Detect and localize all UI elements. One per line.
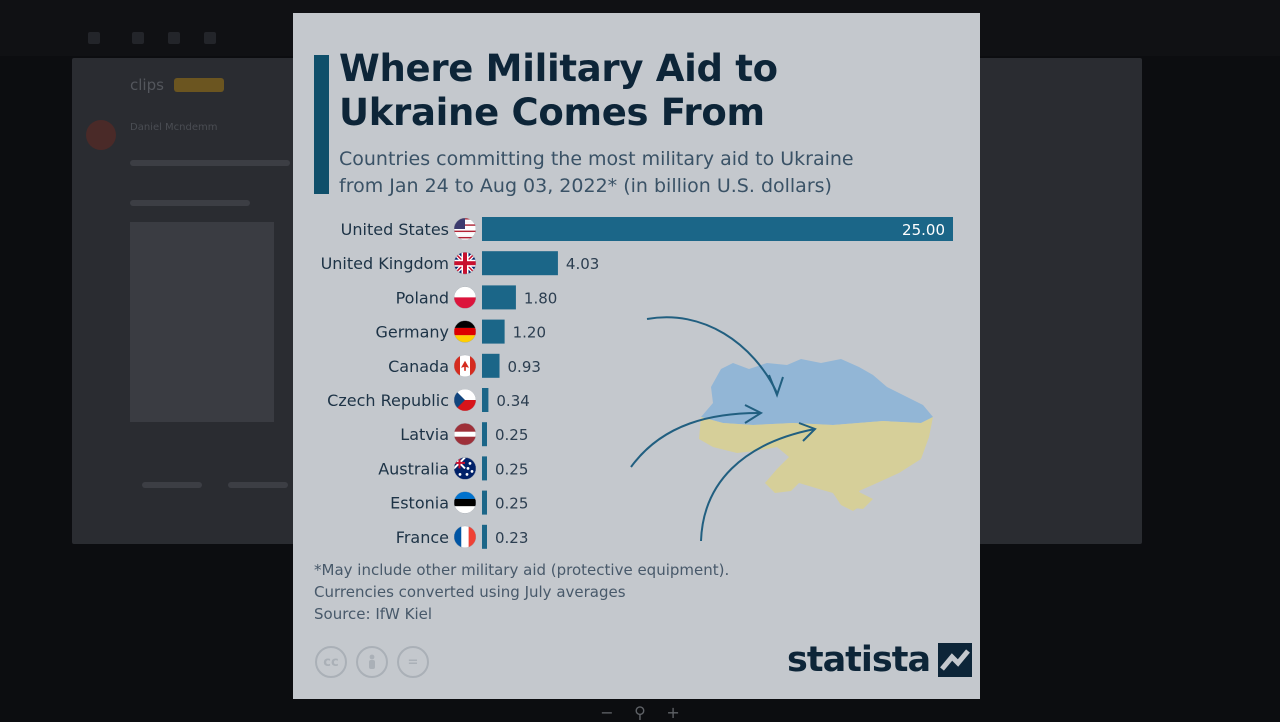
arrow	[630, 412, 760, 468]
infographic-card: Where Military Aid to Ukraine Comes From…	[293, 13, 980, 699]
ukraine-map	[699, 359, 933, 511]
arrow-head	[744, 404, 764, 424]
category-label: Czech Republic	[327, 391, 449, 410]
arrow	[700, 428, 816, 542]
background-avatar	[86, 120, 116, 150]
category-label: Canada	[388, 357, 449, 376]
zoom-in-button[interactable]: +	[666, 703, 680, 722]
bar	[482, 524, 487, 549]
footnote: *May include other military aid (protect…	[314, 559, 874, 625]
flag-ca-icon	[454, 354, 476, 377]
value-label: 0.25	[495, 426, 528, 444]
bar	[482, 490, 487, 515]
zoom-reset-button[interactable]: ⚲	[634, 703, 646, 722]
category-label: United Kingdom	[321, 254, 449, 273]
category-label: Australia	[378, 459, 449, 478]
chart-subtitle: Countries committing the most military a…	[339, 146, 959, 200]
value-label: 0.34	[496, 392, 529, 410]
bar	[482, 319, 505, 344]
flag-fr-icon	[454, 525, 476, 548]
flag-ee-icon	[454, 491, 476, 514]
flag-lv-icon	[454, 423, 476, 446]
statista-logo[interactable]: statista	[787, 640, 973, 680]
value-label: 0.25	[495, 495, 528, 513]
arrow	[646, 316, 778, 394]
background-attachment	[130, 222, 274, 422]
bar	[482, 388, 489, 412]
background-text-line	[130, 160, 290, 166]
background-forward-button	[228, 482, 288, 488]
value-label: 4.03	[566, 255, 599, 273]
flag-de-icon	[454, 320, 476, 343]
category-label: Poland	[396, 288, 449, 307]
ukraine-map-south	[699, 417, 933, 511]
category-label: France	[396, 528, 449, 547]
arrow-head	[768, 374, 784, 398]
bar	[482, 353, 500, 378]
background-icon	[204, 32, 216, 44]
source-text: Source: IfW Kiel	[314, 605, 433, 623]
crimea	[833, 489, 873, 509]
flag-pl-icon	[454, 286, 476, 309]
bar	[482, 422, 487, 447]
zoom-out-button[interactable]: −	[600, 703, 614, 722]
bar	[482, 456, 487, 481]
bar-chart: United States 25.00 United Kingdom 4.03 Pola…	[321, 217, 953, 549]
background-subject: clips	[130, 76, 164, 94]
category-label: Estonia	[390, 494, 449, 513]
flag-au-icon	[454, 457, 476, 480]
value-label: 1.20	[513, 324, 546, 342]
map-arrows	[630, 316, 817, 542]
background-sender: Daniel Mcndemm	[130, 122, 218, 133]
cc-icon[interactable]: cc	[315, 646, 347, 678]
background-text-line	[130, 200, 250, 206]
background-icon	[168, 32, 180, 44]
bar	[482, 251, 558, 276]
bars-group: United States 25.00 United Kingdom 4.03 Pola…	[321, 217, 953, 549]
footnote-line: *May include other military aid (protect…	[314, 561, 730, 579]
statista-mark-icon	[938, 643, 973, 677]
value-label: 1.80	[524, 289, 557, 307]
background-badge	[174, 78, 224, 92]
ukraine-map-north	[701, 359, 933, 425]
equals-icon[interactable]: =	[397, 646, 429, 678]
bar	[482, 217, 953, 241]
subtitle-line: from Jan 24 to Aug 03, 2022* (in billion…	[339, 175, 832, 197]
footnote-line: Currencies converted using July averages	[314, 583, 626, 601]
category-label: United States	[341, 220, 449, 239]
zoom-controls: − ⚲ +	[590, 703, 690, 722]
background-reply-button	[142, 482, 202, 488]
category-label: Latvia	[400, 425, 449, 444]
title-accent-bar	[314, 55, 329, 194]
bar	[482, 285, 516, 310]
flag-uk-icon	[454, 252, 476, 275]
value-label: 0.93	[508, 358, 541, 376]
chart-title: Where Military Aid to Ukraine Comes From	[339, 47, 778, 134]
category-label: Germany	[375, 323, 449, 342]
person-icon[interactable]	[356, 646, 388, 678]
value-label: 25.00	[902, 221, 945, 239]
value-label: 0.23	[495, 529, 528, 547]
flag-us-icon	[454, 218, 476, 240]
flag-cz-icon	[454, 389, 476, 411]
subtitle-line: Countries committing the most military a…	[339, 148, 854, 170]
background-icon	[132, 32, 144, 44]
brand-name: statista	[787, 640, 931, 680]
arrow-head	[798, 422, 817, 442]
background-icon	[88, 32, 100, 44]
value-label: 0.25	[495, 460, 528, 478]
